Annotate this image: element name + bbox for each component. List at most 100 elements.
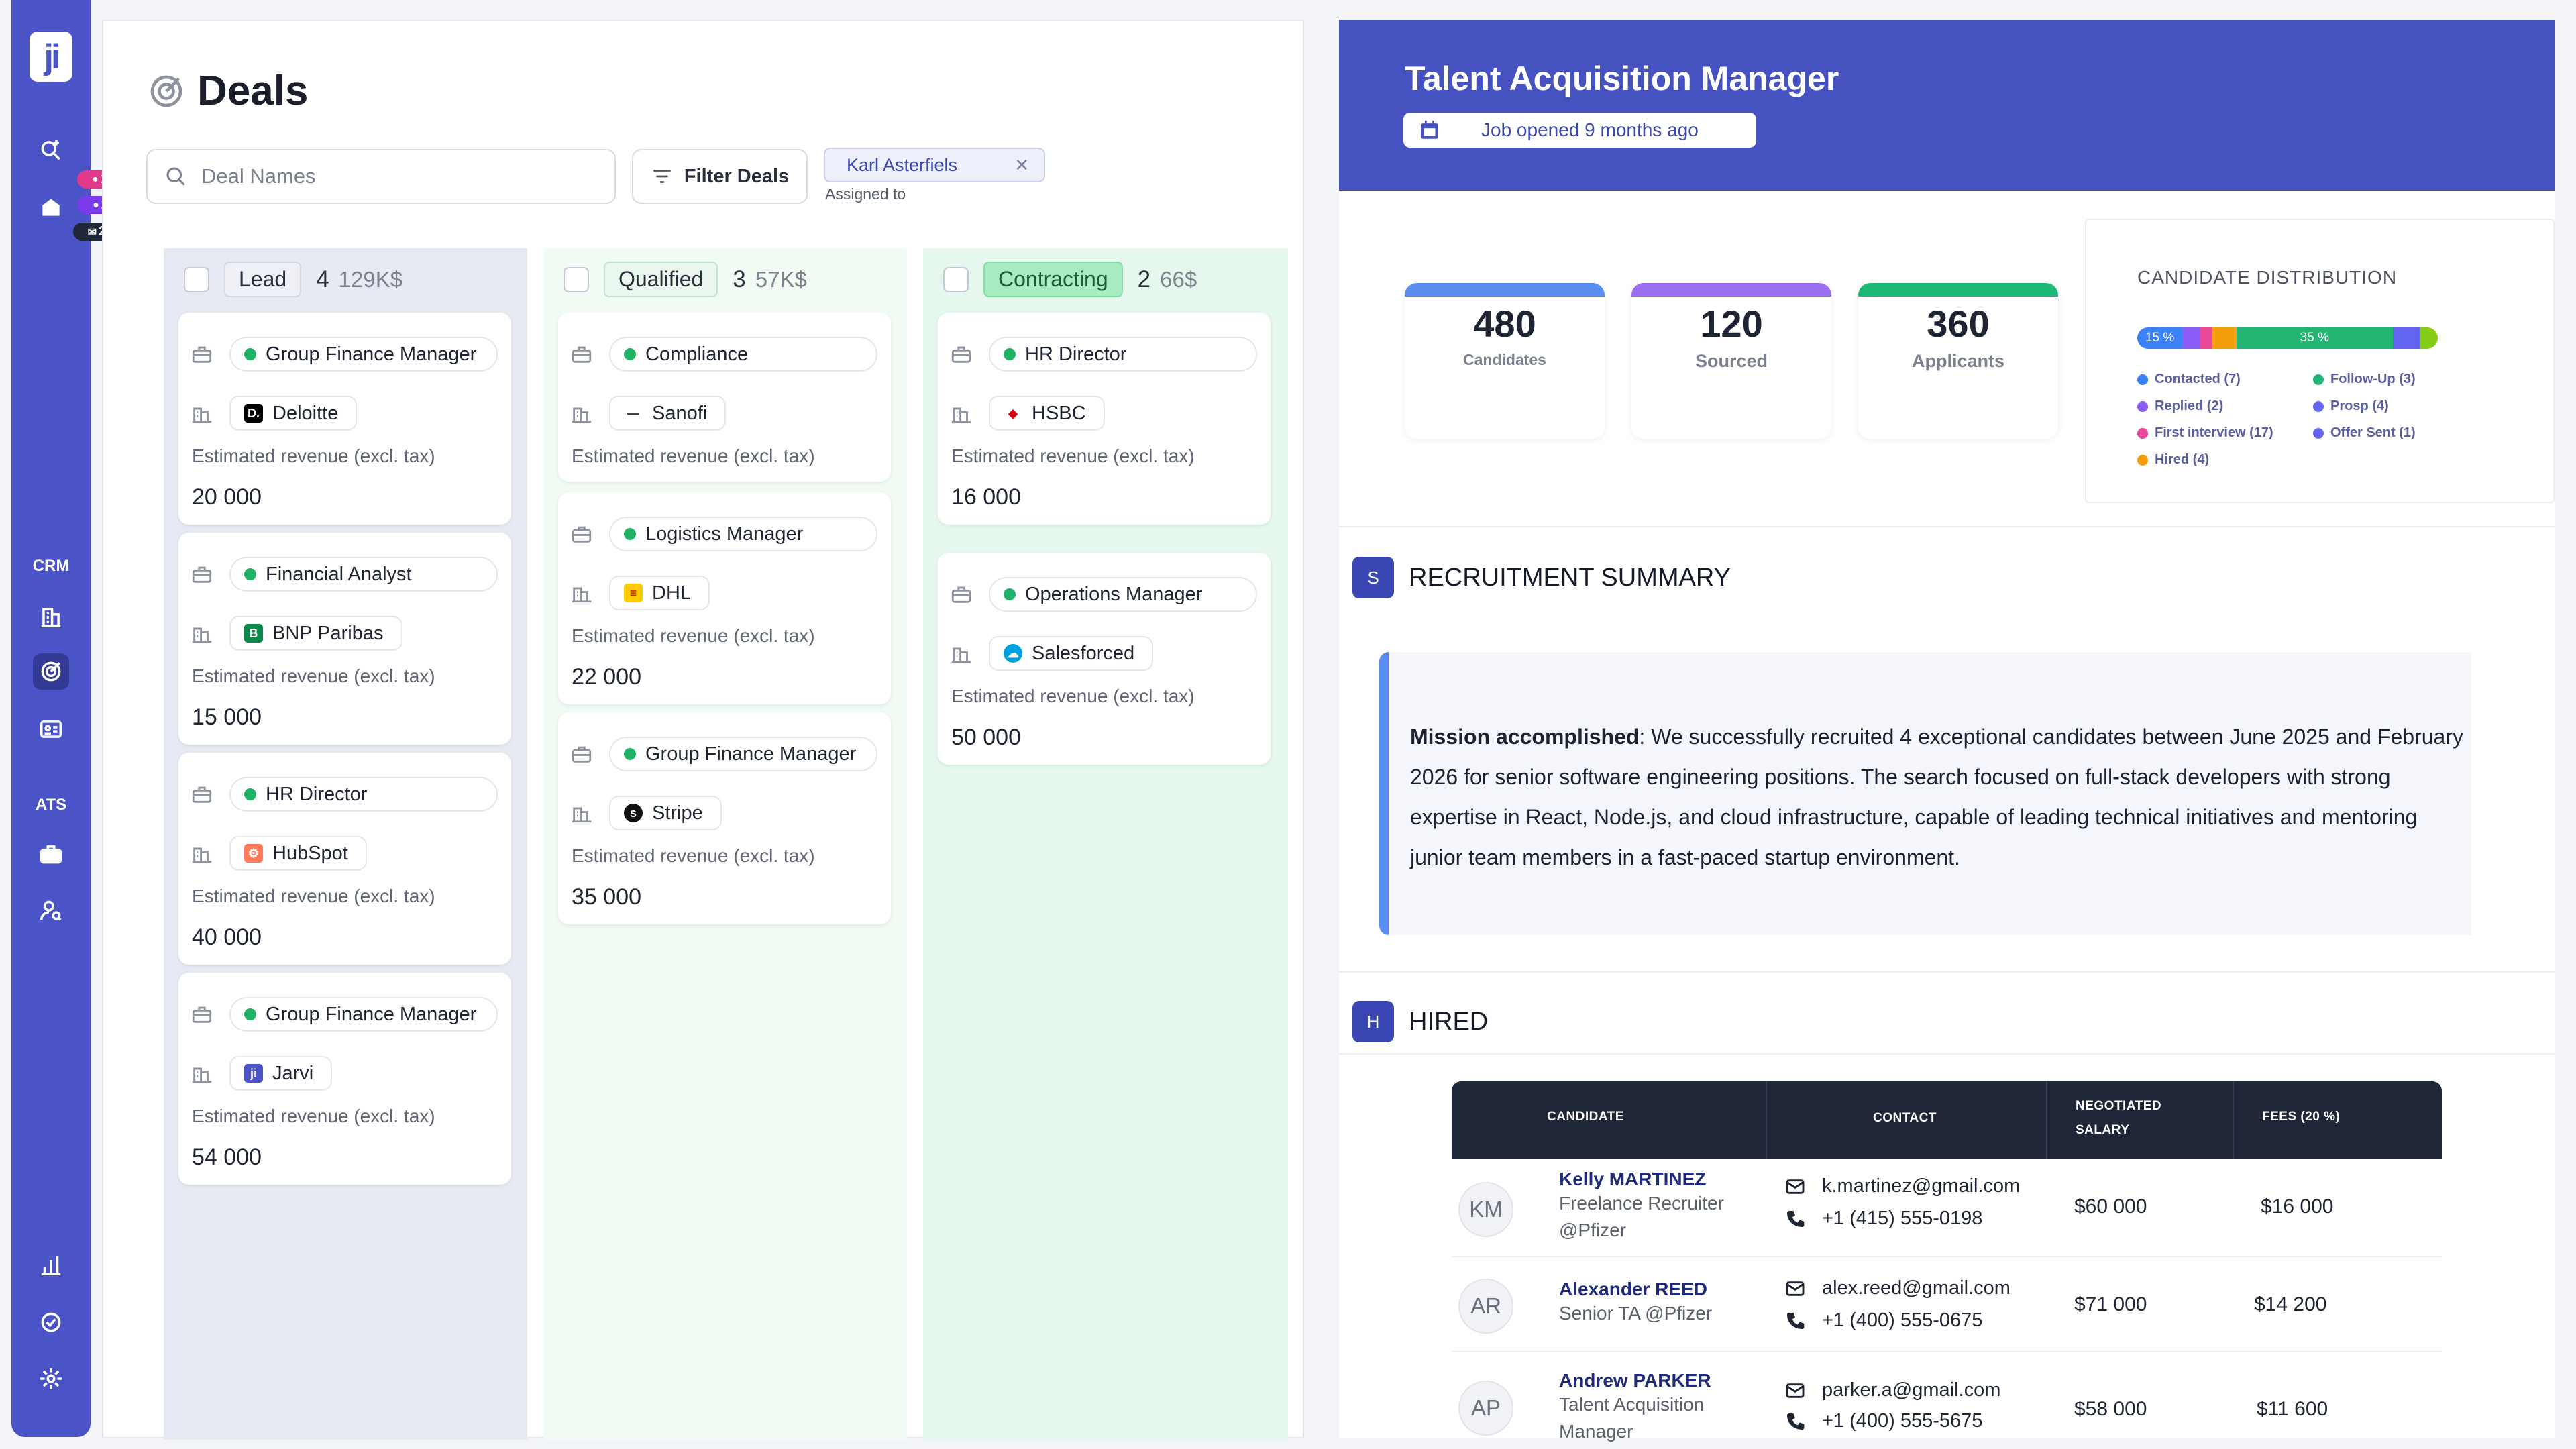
deal-card[interactable]: Group Finance Manager s Stripe Estimated …	[558, 712, 891, 924]
kpi-candidates[interactable]: 480 Candidates	[1405, 283, 1605, 439]
deal-card[interactable]: Compliance — Sanofi Estimated revenue (ex…	[558, 313, 891, 482]
pipeline-column-qualified: Qualified 3 57K$ Compliance — Sanofi Esti…	[543, 248, 907, 1440]
pipeline-column-contracting: Contracting 2 66$ HR Director ◆ HSBC Esti…	[923, 248, 1288, 1440]
candidate-role: Freelance Recruiter @Pfizer	[1559, 1193, 1724, 1240]
revenue-value: 22 000	[572, 664, 641, 690]
column-select-checkbox[interactable]	[184, 266, 209, 292]
phone-text: +1 (400) 555-5675	[1822, 1410, 1983, 1432]
hired-icon-letter: H	[1366, 1011, 1380, 1032]
revenue-value: 15 000	[192, 704, 262, 730]
segment-prosp[interactable]	[2392, 327, 2420, 349]
phone-icon	[1787, 1413, 1805, 1430]
deal-search-input[interactable]	[201, 164, 577, 189]
contact-card-icon[interactable]	[33, 711, 69, 747]
table-row[interactable]: AR Alexander REED Senior TA @Pfizer alex…	[1452, 1258, 2442, 1352]
inbox-icon[interactable]	[33, 189, 69, 225]
segment-first-interview[interactable]	[2200, 327, 2212, 349]
filter-deals-button[interactable]: Filter Deals	[632, 149, 808, 204]
column-select-checkbox[interactable]	[564, 266, 589, 292]
role-pill: Group Finance Manager	[229, 337, 498, 372]
building-icon	[191, 402, 213, 425]
search-field[interactable]	[146, 149, 616, 204]
contact-phone[interactable]: +1 (400) 555-0675	[1784, 1309, 1982, 1332]
kpi-label: Applicants	[1911, 351, 2005, 371]
legend-item: Contacted (7)	[2137, 372, 2241, 387]
revenue-value: 54 000	[192, 1144, 262, 1170]
legend-label: Hired (4)	[2155, 452, 2210, 467]
column-select-checkbox[interactable]	[943, 266, 969, 292]
contact-email[interactable]: k.martinez@gmail.com	[1784, 1175, 2020, 1197]
revenue-label: Estimated revenue (excl. tax)	[192, 1106, 435, 1126]
building-icon	[570, 402, 593, 425]
building-icon	[570, 802, 593, 824]
filter-icon	[653, 170, 671, 183]
building-icon[interactable]	[33, 598, 69, 635]
negotiated-salary: $71 000	[2074, 1293, 2147, 1316]
deal-card[interactable]: Group Finance Manager ji Jarvi Estimated …	[178, 973, 511, 1185]
contact-email[interactable]: parker.a@gmail.com	[1784, 1379, 2000, 1401]
hired-section-icon: H	[1352, 1001, 1394, 1042]
job-opened-label: Job opened 9 months ago	[1481, 119, 1699, 140]
app-logo[interactable]: ji	[30, 32, 72, 82]
target-icon[interactable]	[33, 653, 69, 690]
column-header: Qualified 3 57K$	[564, 262, 807, 297]
page-title: Deals	[197, 68, 309, 114]
revenue-value: 35 000	[572, 884, 641, 910]
search-icon[interactable]	[33, 131, 69, 168]
avatar: AR	[1458, 1279, 1513, 1334]
segment-follow-up[interactable]: 35 %	[2236, 327, 2393, 349]
briefcase-icon[interactable]	[33, 836, 69, 872]
header-salary-line2[interactable]: SALARY	[2076, 1123, 2130, 1137]
search-icon	[166, 167, 185, 186]
briefcase-icon	[191, 343, 213, 366]
contact-phone[interactable]: +1 (415) 555-0198	[1784, 1208, 1982, 1230]
table-row[interactable]: KM Kelly MARTINEZ Freelance Recruiter @P…	[1452, 1159, 2442, 1257]
revenue-label: Estimated revenue (excl. tax)	[951, 445, 1195, 466]
job-title: Talent Acquisition Manager	[1405, 60, 1839, 97]
legend-label: First interview (17)	[2155, 425, 2273, 440]
company-label: Sanofi	[652, 402, 708, 424]
deal-card[interactable]: Financial Analyst B BNP Paribas Estimated…	[178, 533, 511, 745]
kpi-value: 480	[1473, 303, 1536, 345]
chart-icon[interactable]	[33, 1246, 69, 1283]
contact-email[interactable]: alex.reed@gmail.com	[1784, 1277, 2010, 1299]
kpi-sourced[interactable]: 120 Sourced	[1631, 283, 1831, 439]
kpi-applicants[interactable]: 360 Applicants	[1858, 283, 2058, 439]
summary-section-title: RECRUITMENT SUMMARY	[1409, 564, 1731, 592]
deal-card[interactable]: Group Finance Manager D. Deloitte Estimat…	[178, 313, 511, 525]
gear-icon[interactable]	[33, 1360, 69, 1397]
check-badge-icon[interactable]	[33, 1304, 69, 1340]
deal-card[interactable]: Logistics Manager ≡ DHL Estimated revenue…	[558, 492, 891, 704]
summary-lead: Mission accomplished	[1410, 724, 1640, 749]
avatar: AP	[1458, 1381, 1513, 1436]
summary-icon-letter: S	[1367, 567, 1379, 588]
header-contact[interactable]: CONTACT	[1873, 1111, 1937, 1125]
segment-contacted[interactable]: 15 %	[2137, 327, 2183, 349]
segment-offer-sent[interactable]	[2420, 327, 2438, 349]
candidate-name[interactable]: Alexander REED	[1559, 1279, 1707, 1299]
deal-card[interactable]: HR Director ⚙ HubSpot Estimated revenue (…	[178, 753, 511, 965]
segment-replied[interactable]	[2182, 327, 2201, 349]
header-salary-line1[interactable]: NEGOTIATED	[2076, 1099, 2162, 1113]
deal-card[interactable]: HR Director ◆ HSBC Estimated revenue (exc…	[938, 313, 1271, 525]
contact-phone[interactable]: +1 (400) 555-5675	[1784, 1410, 1982, 1432]
company-pill: s Stripe	[609, 796, 722, 830]
segment-hired[interactable]	[2212, 327, 2237, 349]
role-pill: Group Finance Manager	[229, 997, 498, 1032]
revenue-label: Estimated revenue (excl. tax)	[192, 445, 435, 466]
candidate-name[interactable]: Kelly MARTINEZ	[1559, 1169, 1707, 1189]
assignee-filter-chip[interactable]: Karl Asterfiels ✕	[824, 148, 1045, 182]
sidebar: ji ●1 ●2 ✉25 CRM ATS	[11, 0, 128, 1437]
table-row[interactable]: AP Andrew PARKER Talent Acquisition Mana…	[1452, 1354, 2442, 1442]
candidate-name[interactable]: Andrew PARKER	[1559, 1370, 1711, 1391]
kpi-label: Candidates	[1463, 351, 1546, 368]
user-search-icon[interactable]	[33, 892, 69, 928]
close-icon[interactable]: ✕	[1014, 154, 1029, 175]
company-label: Deloitte	[272, 402, 339, 424]
pipeline-column-lead: Lead 4 129K$ Group Finance Manager D. Del…	[164, 248, 527, 1440]
company-pill: ⚙ HubSpot	[229, 836, 367, 871]
fees-value: $14 200	[2254, 1293, 2327, 1316]
deal-card[interactable]: Operations Manager ☁ Salesforced Estimate…	[938, 553, 1271, 765]
header-candidate[interactable]: CANDIDATE	[1547, 1110, 1624, 1124]
header-fees[interactable]: FEES (20 %)	[2262, 1110, 2341, 1124]
